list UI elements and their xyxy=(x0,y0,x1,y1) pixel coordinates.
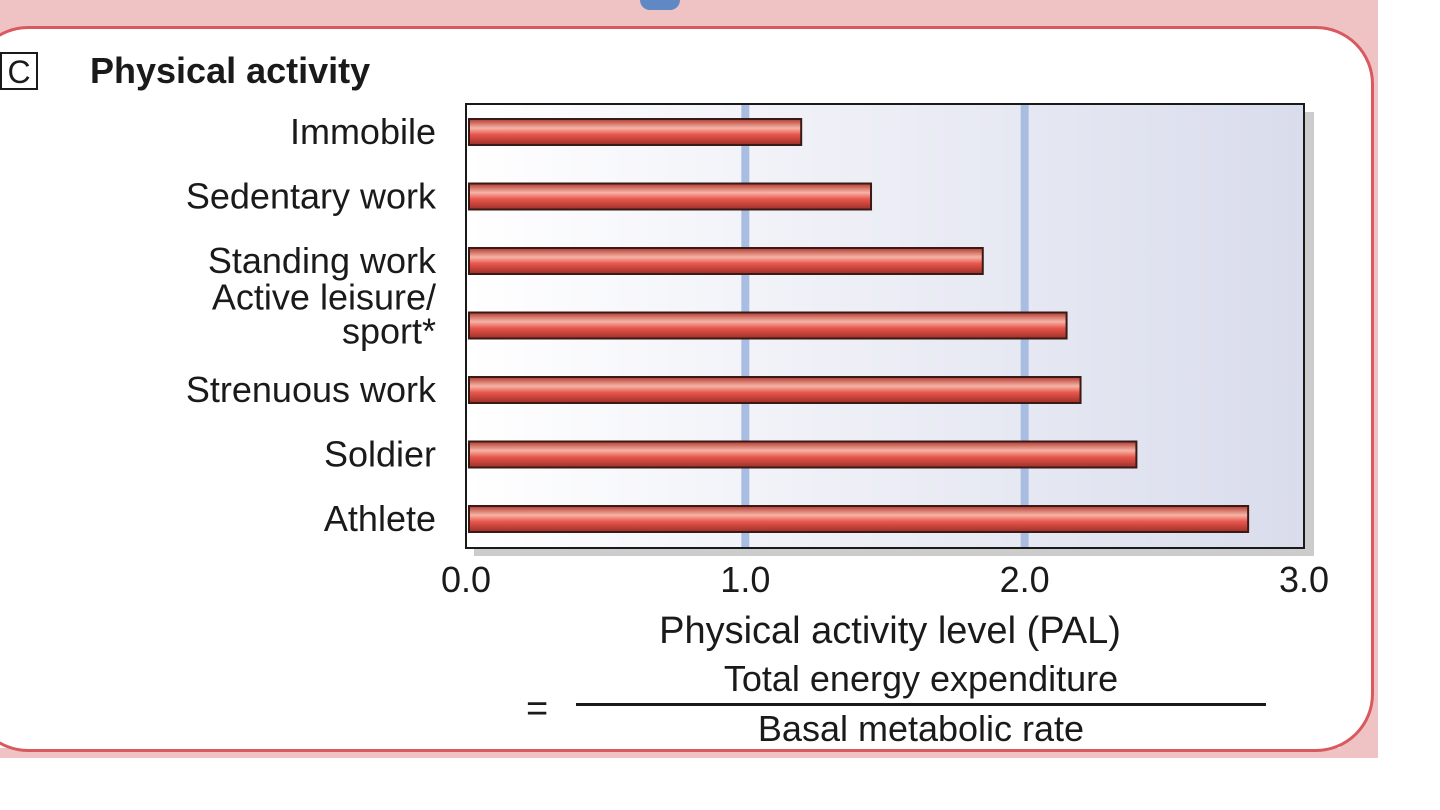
chart-title: Physical activity xyxy=(90,50,371,91)
category-label-2: Standing work xyxy=(208,240,437,281)
category-label-3-line-0: Active leisure/ xyxy=(212,277,436,318)
formula-equals: = xyxy=(526,688,549,730)
formula-denominator: Basal metabolic rate xyxy=(757,708,1085,749)
pal-formula: = Total energy expenditure Basal metabol… xyxy=(520,658,1280,758)
bar-4 xyxy=(468,376,1082,404)
panel-letter: C xyxy=(0,52,38,90)
bottom-decor-band xyxy=(0,748,1378,758)
top-decor-dot xyxy=(640,0,680,10)
x-tick-label-2: 2.0 xyxy=(1000,559,1050,600)
bar-0 xyxy=(468,118,803,146)
x-axis-title: Physical activity level (PAL) xyxy=(659,610,1121,652)
category-label-5: Soldier xyxy=(324,434,436,475)
category-label-1: Sedentary work xyxy=(186,176,437,217)
formula-numerator: Total energy expenditure xyxy=(723,658,1119,699)
bar-1 xyxy=(468,182,873,211)
x-tick-label-1: 1.0 xyxy=(720,559,770,600)
bar-6 xyxy=(468,505,1250,533)
category-label-6: Athlete xyxy=(324,498,436,539)
formula-fraction-line xyxy=(576,703,1266,706)
x-tick-label-3: 3.0 xyxy=(1279,559,1329,600)
category-label-4: Strenuous work xyxy=(186,369,437,410)
category-label-3-line-1: sport* xyxy=(342,311,436,352)
bar-3 xyxy=(468,311,1068,340)
bar-2 xyxy=(468,247,984,275)
bar-5 xyxy=(468,440,1138,469)
category-label-0: Immobile xyxy=(290,111,436,152)
x-tick-label-0: 0.0 xyxy=(441,559,491,600)
